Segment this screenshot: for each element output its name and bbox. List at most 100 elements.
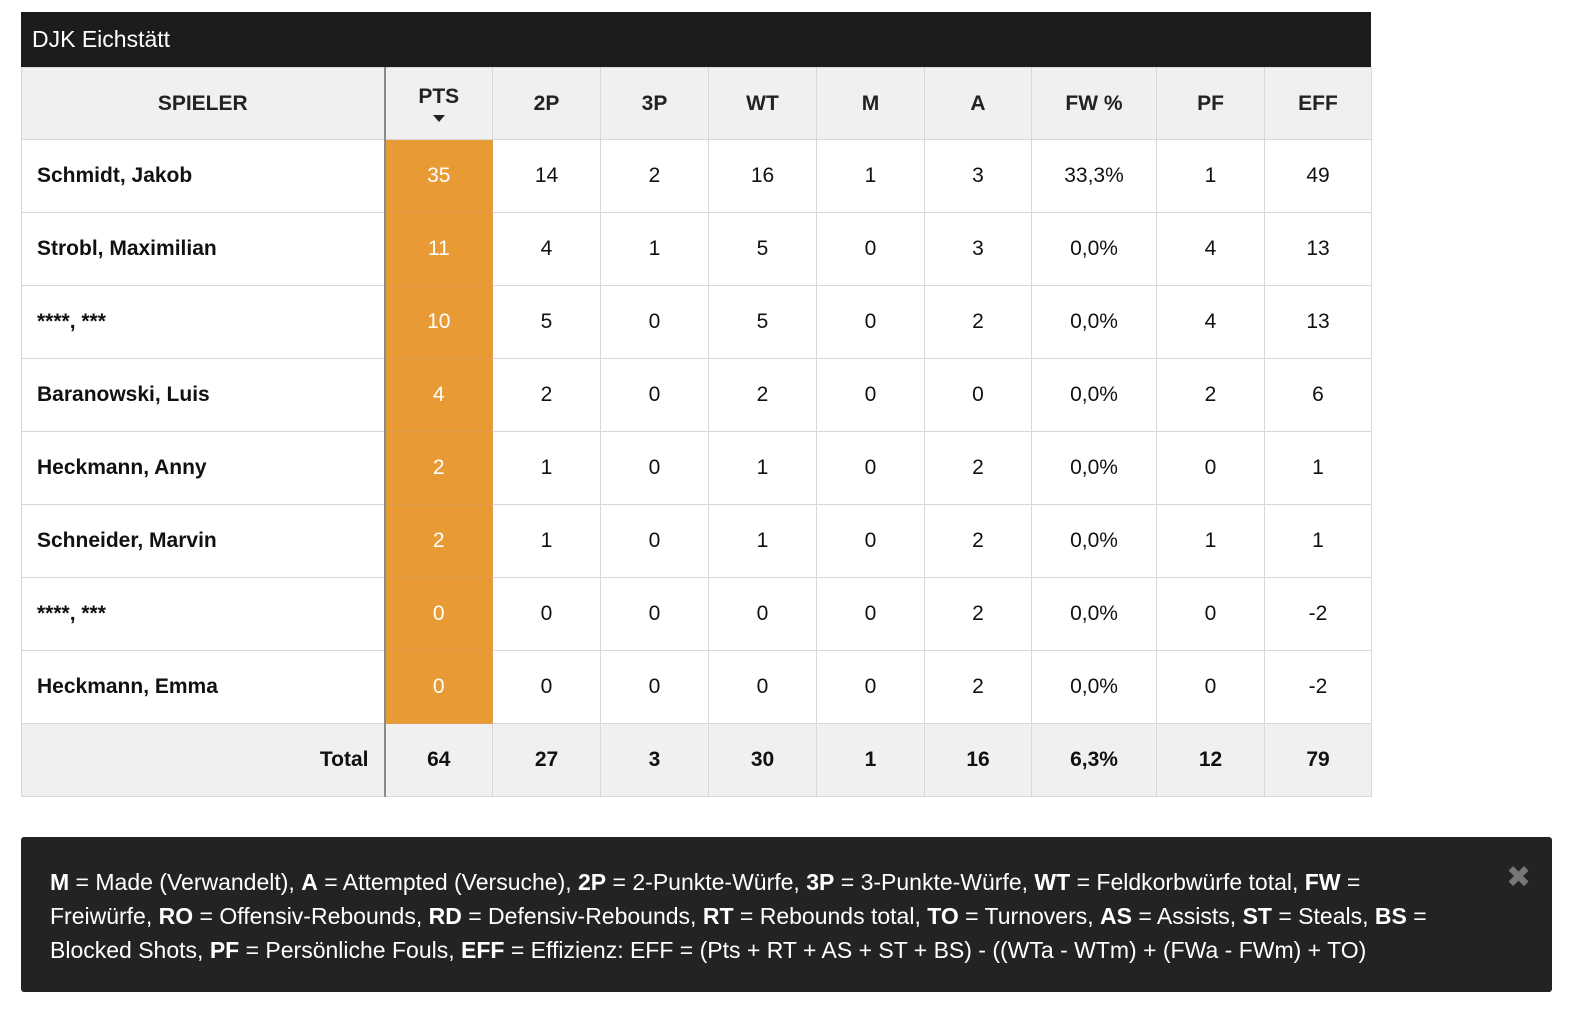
legend-desc-fw: = Freiwürfe, [50, 869, 1361, 929]
column-header-2p[interactable]: 2P [492, 67, 601, 140]
table-row: Heckmann, Anny 2 1 0 1 0 2 0,0% 0 1 [21, 431, 1372, 505]
cell-3p: 0 [600, 358, 709, 432]
cell-m: 0 [816, 285, 925, 359]
cell-pf: 0 [1156, 577, 1265, 651]
total-wt: 30 [708, 723, 817, 797]
cell-pf: 4 [1156, 285, 1265, 359]
cell-3p: 0 [600, 285, 709, 359]
legend-abbr-rt: RT [702, 903, 734, 929]
cell-3p: 0 [600, 504, 709, 578]
column-header-3p[interactable]: 3P [600, 67, 709, 140]
column-header-wt[interactable]: WT [708, 67, 817, 140]
cell-2p: 2 [492, 358, 601, 432]
legend-desc-pf: = Persönliche Fouls, [239, 937, 462, 963]
legend-text: M = Made (Verwandelt), A = Attempted (Ve… [50, 869, 1427, 963]
cell-wt: 0 [708, 577, 817, 651]
column-header-pts-label: PTS [418, 85, 460, 108]
table-row: ****, *** 10 5 0 5 0 2 0,0% 4 13 [21, 285, 1372, 359]
table-row: Heckmann, Emma 0 0 0 0 0 2 0,0% 0 -2 [21, 650, 1372, 724]
cell-wt: 1 [708, 504, 817, 578]
table-header-row: SPIELER PTS 2P 3P WT M A FW % PF EFF [21, 67, 1372, 140]
legend-desc-to: = Turnovers, [958, 903, 1101, 929]
cell-2p: 4 [492, 212, 601, 286]
cell-fw: 0,0% [1031, 650, 1157, 724]
stats-legend: M = Made (Verwandelt), A = Attempted (Ve… [21, 837, 1552, 992]
cell-eff: -2 [1264, 577, 1372, 651]
cell-fw: 0,0% [1031, 431, 1157, 505]
player-name: Strobl, Maximilian [21, 212, 386, 286]
total-2p: 27 [492, 723, 601, 797]
table-row: ****, *** 0 0 0 0 0 2 0,0% 0 -2 [21, 577, 1372, 651]
player-name: Heckmann, Emma [21, 650, 386, 724]
cell-pts: 0 [384, 650, 493, 724]
total-eff: 79 [1264, 723, 1372, 797]
cell-pts: 2 [384, 504, 493, 578]
cell-pf: 1 [1156, 504, 1265, 578]
cell-wt: 0 [708, 650, 817, 724]
cell-pf: 4 [1156, 212, 1265, 286]
cell-pts: 0 [384, 577, 493, 651]
cell-3p: 0 [600, 431, 709, 505]
cell-a: 2 [924, 577, 1032, 651]
legend-desc-as: = Assists, [1131, 903, 1243, 929]
cell-m: 0 [816, 212, 925, 286]
cell-3p: 1 [600, 212, 709, 286]
table-row: Schmidt, Jakob 35 14 2 16 1 3 33,3% 1 49 [21, 139, 1372, 213]
cell-fw: 0,0% [1031, 358, 1157, 432]
legend-abbr-rd: RD [428, 903, 462, 929]
cell-m: 0 [816, 504, 925, 578]
legend-desc-2p: = 2-Punkte-Würfe, [606, 869, 807, 895]
total-pts: 64 [384, 723, 493, 797]
cell-pts: 10 [384, 285, 493, 359]
player-name: ****, *** [21, 577, 386, 651]
cell-eff: -2 [1264, 650, 1372, 724]
cell-2p: 5 [492, 285, 601, 359]
cell-fw: 33,3% [1031, 139, 1157, 213]
column-header-a[interactable]: A [924, 67, 1032, 140]
legend-abbr-bs: BS [1374, 903, 1407, 929]
cell-eff: 13 [1264, 285, 1372, 359]
column-header-pts[interactable]: PTS [384, 67, 493, 140]
cell-2p: 1 [492, 504, 601, 578]
sort-descending-icon [432, 115, 445, 122]
legend-desc-a: = Attempted (Versuche), [317, 869, 579, 895]
cell-m: 1 [816, 139, 925, 213]
column-header-eff[interactable]: EFF [1264, 67, 1372, 140]
team-name-header: DJK Eichstätt [21, 12, 1371, 67]
cell-wt: 2 [708, 358, 817, 432]
legend-desc-bs: = Blocked Shots, [50, 903, 1427, 963]
legend-desc-wt: = Feldkorbwürfe total, [1070, 869, 1305, 895]
cell-m: 0 [816, 650, 925, 724]
total-m: 1 [816, 723, 925, 797]
cell-pf: 2 [1156, 358, 1265, 432]
close-icon[interactable]: ✖ [1506, 861, 1532, 894]
legend-abbr-a: A [301, 869, 318, 895]
legend-abbr-3p: 3P [806, 869, 835, 895]
cell-pts: 4 [384, 358, 493, 432]
cell-fw: 0,0% [1031, 212, 1157, 286]
column-header-fw[interactable]: FW % [1031, 67, 1157, 140]
column-header-m[interactable]: M [816, 67, 925, 140]
cell-a: 2 [924, 431, 1032, 505]
cell-a: 2 [924, 650, 1032, 724]
cell-wt: 5 [708, 212, 817, 286]
cell-a: 2 [924, 285, 1032, 359]
column-header-spieler[interactable]: SPIELER [21, 67, 386, 140]
legend-abbr-m: M [50, 869, 70, 895]
player-name: Schmidt, Jakob [21, 139, 386, 213]
legend-abbr-wt: WT [1034, 869, 1071, 895]
cell-3p: 0 [600, 577, 709, 651]
cell-m: 0 [816, 358, 925, 432]
legend-desc-m: = Made (Verwandelt), [69, 869, 302, 895]
cell-a: 2 [924, 504, 1032, 578]
column-header-pf[interactable]: PF [1156, 67, 1265, 140]
cell-fw: 0,0% [1031, 285, 1157, 359]
total-3p: 3 [600, 723, 709, 797]
player-name: Baranowski, Luis [21, 358, 386, 432]
cell-m: 0 [816, 431, 925, 505]
cell-eff: 6 [1264, 358, 1372, 432]
cell-pf: 0 [1156, 650, 1265, 724]
cell-2p: 0 [492, 577, 601, 651]
cell-pf: 0 [1156, 431, 1265, 505]
cell-3p: 0 [600, 650, 709, 724]
